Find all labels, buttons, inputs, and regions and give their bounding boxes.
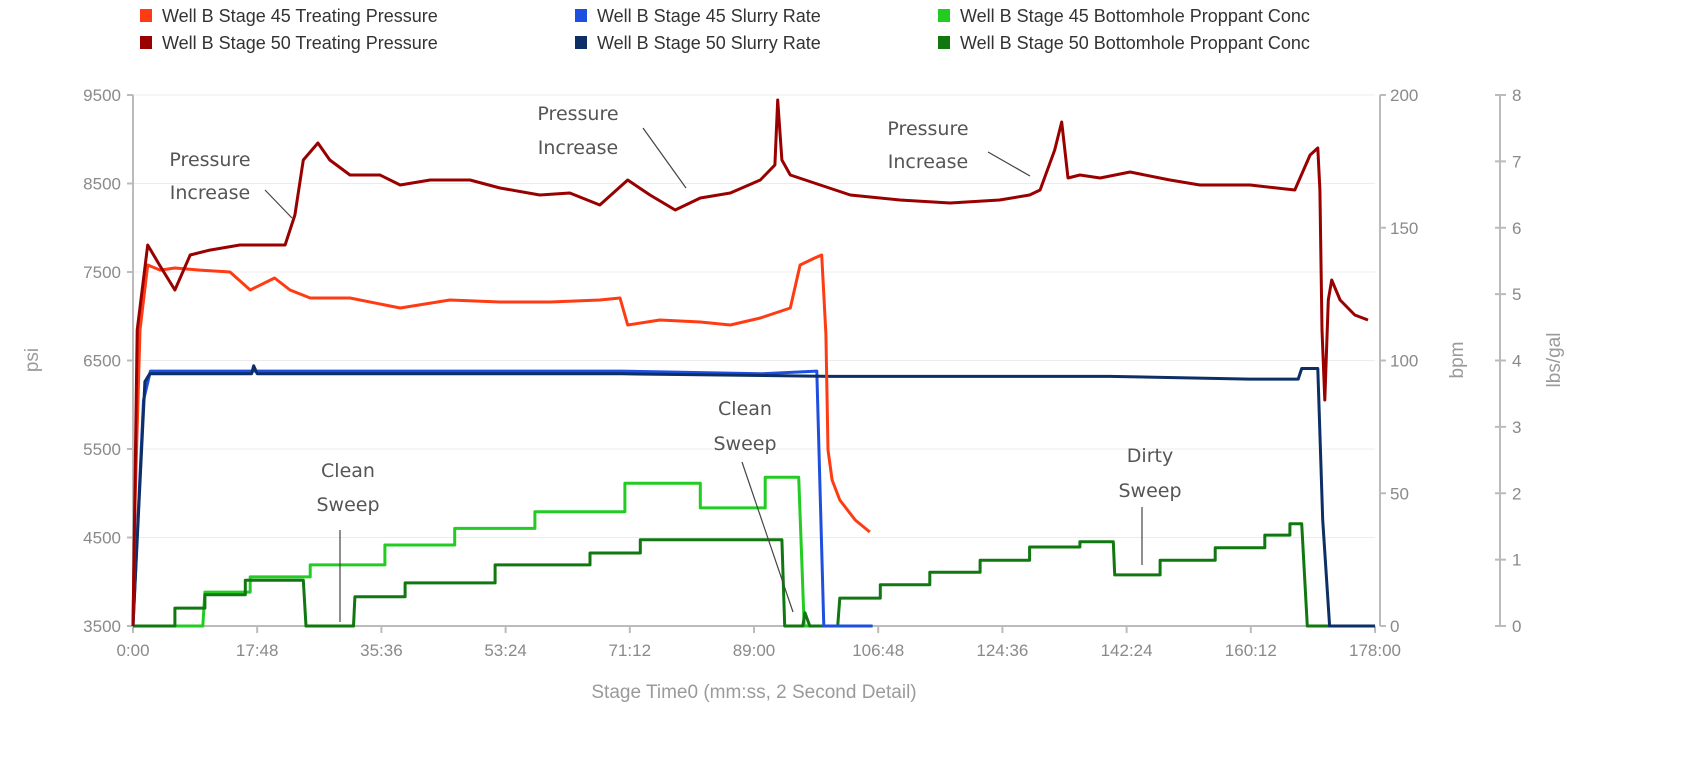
y-tick-label: 6 bbox=[1512, 219, 1521, 238]
annotation-leader-line bbox=[642, 127, 687, 189]
legend-swatch bbox=[140, 36, 152, 49]
annotation-text: Pressure bbox=[169, 149, 250, 171]
x-tick-label: 106:48 bbox=[852, 641, 904, 660]
y-tick-label: 1 bbox=[1512, 551, 1521, 570]
x-tick-label: 160:12 bbox=[1225, 641, 1277, 660]
x-tick-label: 142:24 bbox=[1101, 641, 1153, 660]
x-tick-label: 178:00 bbox=[1349, 641, 1401, 660]
y-tick-label: 4 bbox=[1512, 352, 1521, 371]
x-tick-label: 0:00 bbox=[116, 641, 149, 660]
annotation: Dirty Sweep bbox=[1118, 445, 1182, 565]
y-tick-label: 0 bbox=[1390, 617, 1399, 636]
annotation-text: Dirty bbox=[1127, 445, 1173, 467]
y-tick-label: 0 bbox=[1512, 617, 1521, 636]
y-tick-label: 50 bbox=[1390, 484, 1409, 503]
x-axis-title: Stage Time0 (mm:ss, 2 Second Detail) bbox=[591, 682, 916, 703]
series-line-well-b-stage-45-bottomhole-proppant-conc bbox=[133, 475, 873, 628]
annotation-leader-line bbox=[264, 189, 293, 219]
y-axis-title-lbsgal: lbs/gal bbox=[1544, 333, 1565, 388]
annotations: PressureIncreasePressureIncreasePressure… bbox=[169, 103, 1182, 622]
y-tick-label: 8500 bbox=[83, 175, 121, 194]
gridlines bbox=[133, 94, 1375, 627]
y-tick-label: 8 bbox=[1512, 86, 1521, 105]
series-line-well-b-stage-50-treating-pressure bbox=[131, 98, 1369, 627]
x-tick-label: 89:00 bbox=[733, 641, 776, 660]
annotation: Pressure Increase bbox=[537, 103, 687, 189]
legend-label: Well B Stage 45 Slurry Rate bbox=[597, 6, 821, 26]
annotation-leader-line bbox=[741, 461, 794, 613]
series-line-well-b-stage-50-slurry-rate bbox=[131, 364, 1375, 628]
y-tick-label: 200 bbox=[1390, 86, 1418, 105]
annotation-text: Pressure bbox=[887, 118, 968, 140]
x-tick-label: 35:36 bbox=[360, 641, 403, 660]
annotation-text: Increase bbox=[538, 137, 618, 159]
legend-label: Well B Stage 45 Treating Pressure bbox=[162, 6, 438, 26]
annotation-text: Increase bbox=[888, 151, 968, 173]
y-axis-title-bpm: bpm bbox=[1447, 342, 1468, 379]
series-line-well-b-stage-50-bottomhole-proppant-conc bbox=[133, 522, 1375, 628]
legend-swatch bbox=[575, 9, 587, 22]
annotation-text: Clean bbox=[321, 460, 375, 482]
annotation: Pressure Increase bbox=[887, 118, 1031, 177]
legend-item: Well B Stage 50 Treating Pressure bbox=[140, 33, 438, 53]
y-tick-label: 9500 bbox=[83, 86, 121, 105]
legend-item: Well B Stage 45 Treating Pressure bbox=[140, 6, 438, 26]
annotation: Clean Sweep bbox=[713, 398, 794, 613]
y-tick-label: 6500 bbox=[83, 352, 121, 371]
y-axis-title-left: psi bbox=[22, 348, 43, 372]
legend-swatch bbox=[938, 36, 950, 49]
legend-item: Well B Stage 50 Bottomhole Proppant Conc bbox=[938, 33, 1310, 53]
legend-swatch bbox=[938, 9, 950, 22]
series-line-well-b-stage-45-treating-pressure bbox=[131, 253, 871, 627]
legend-label: Well B Stage 50 Treating Pressure bbox=[162, 33, 438, 53]
x-tick-label: 71:12 bbox=[609, 641, 652, 660]
annotation-leader-line bbox=[987, 151, 1031, 177]
y-tick-label: 7 bbox=[1512, 152, 1521, 171]
y-tick-label: 5500 bbox=[83, 440, 121, 459]
x-tick-label: 124:36 bbox=[976, 641, 1028, 660]
legend-label: Well B Stage 50 Slurry Rate bbox=[597, 33, 821, 53]
annotation-text: Clean bbox=[718, 398, 772, 420]
annotation: Clean Sweep bbox=[316, 460, 380, 622]
x-tick-label: 17:48 bbox=[236, 641, 279, 660]
legend-item: Well B Stage 50 Slurry Rate bbox=[575, 33, 821, 53]
annotation-text: Sweep bbox=[713, 433, 776, 455]
annotation-text: Pressure bbox=[537, 103, 618, 125]
legend-label: Well B Stage 50 Bottomhole Proppant Conc bbox=[960, 33, 1310, 53]
y-tick-label: 7500 bbox=[83, 263, 121, 282]
annotation-text: Sweep bbox=[316, 494, 379, 516]
y-tick-label: 150 bbox=[1390, 219, 1418, 238]
annotation: Pressure Increase bbox=[169, 149, 293, 219]
legend-item: Well B Stage 45 Slurry Rate bbox=[575, 6, 821, 26]
legend-swatch bbox=[140, 9, 152, 22]
y-tick-label: 3 bbox=[1512, 418, 1521, 437]
y-tick-label: 100 bbox=[1390, 352, 1418, 371]
legend-swatch bbox=[575, 36, 587, 49]
annotation-text: Increase bbox=[170, 182, 250, 204]
x-tick-label: 53:24 bbox=[484, 641, 527, 660]
legend-label: Well B Stage 45 Bottomhole Proppant Conc bbox=[960, 6, 1310, 26]
y-tick-label: 5 bbox=[1512, 285, 1521, 304]
y-tick-label: 3500 bbox=[83, 617, 121, 636]
axes: 3500450055006500750085009500psi050100150… bbox=[22, 86, 1565, 660]
legend: Well B Stage 45 Treating Pressure Well B … bbox=[140, 6, 1310, 53]
y-tick-label: 4500 bbox=[83, 529, 121, 548]
legend-item: Well B Stage 45 Bottomhole Proppant Conc bbox=[938, 6, 1310, 26]
y-tick-label: 2 bbox=[1512, 484, 1521, 503]
series-lines bbox=[131, 98, 1375, 628]
annotation-text: Sweep bbox=[1118, 480, 1181, 502]
series-line-well-b-stage-45-slurry-rate bbox=[131, 369, 873, 628]
